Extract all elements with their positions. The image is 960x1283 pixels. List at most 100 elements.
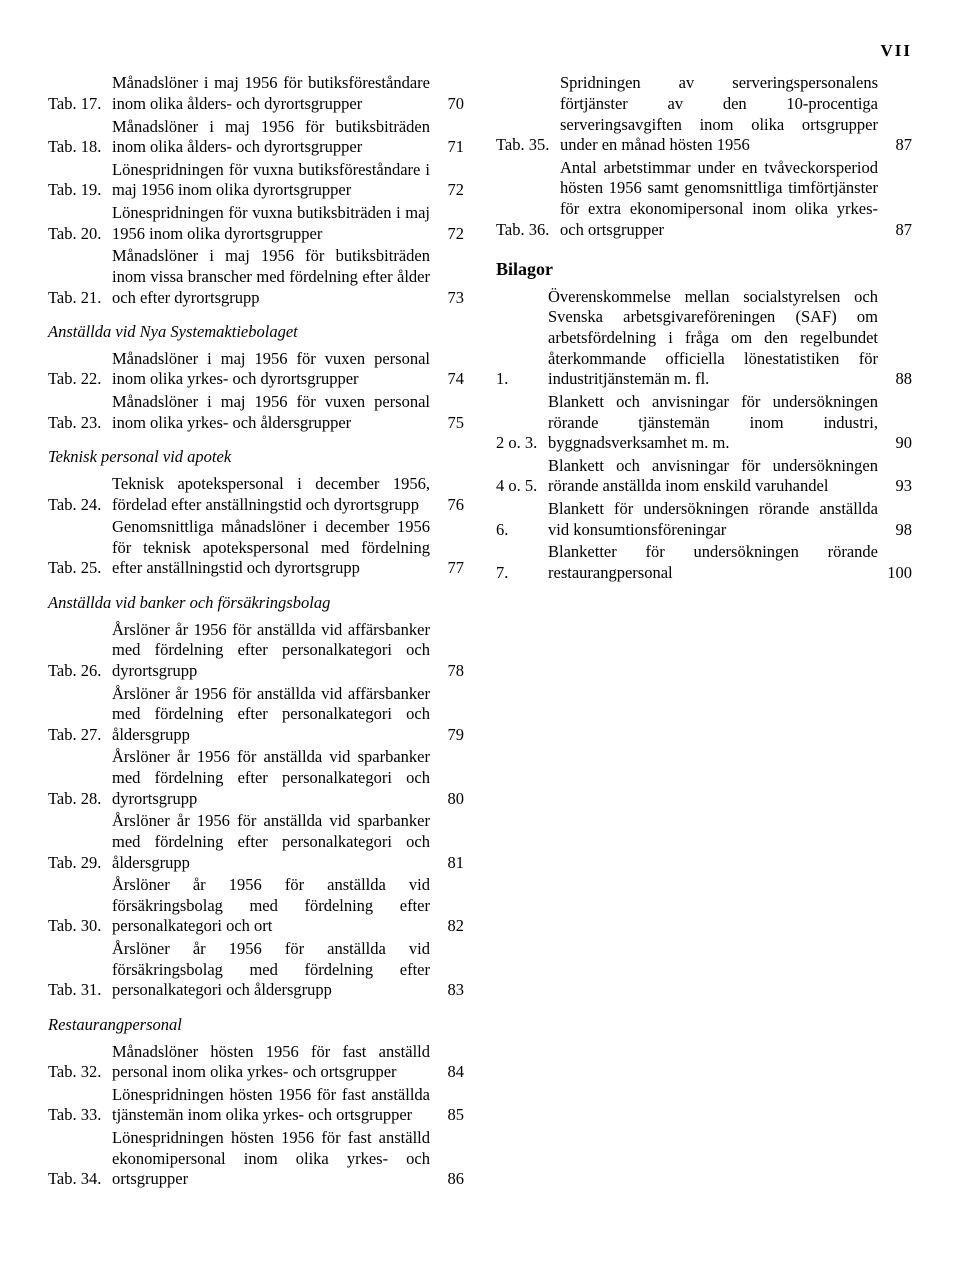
toc-entry: 6.Blankett för undersökningen rörande an… bbox=[496, 499, 912, 540]
section-heading: Anställda vid banker och försäkringsbola… bbox=[48, 593, 464, 614]
entry-description: Blanketter för undersökningen rörande re… bbox=[548, 542, 884, 583]
entry-page: 100 bbox=[884, 563, 912, 584]
toc-entry: Tab. 19.Lönespridningen för vuxna butiks… bbox=[48, 160, 464, 201]
entry-page: 71 bbox=[436, 137, 464, 158]
entry-description: Blankett och anvisningar för undersöknin… bbox=[548, 392, 884, 454]
entry-description: Månadslöner i maj 1956 för butiksförestå… bbox=[112, 73, 436, 114]
entry-page: 86 bbox=[436, 1169, 464, 1190]
toc-entry: Tab. 33.Lönespridningen hösten 1956 för … bbox=[48, 1085, 464, 1126]
entry-label: Tab. 25. bbox=[48, 558, 112, 579]
entry-description: Årslöner år 1956 för anställda vid sparb… bbox=[112, 811, 436, 873]
entry-description: Månadslöner i maj 1956 för vuxen persona… bbox=[112, 349, 436, 390]
toc-entry: Tab. 27.Årslöner år 1956 för anställda v… bbox=[48, 684, 464, 746]
entry-description: Månadslöner i maj 1956 för butiksbiträde… bbox=[112, 117, 436, 158]
entry-page: 73 bbox=[436, 288, 464, 309]
toc-columns: Tab. 17.Månadslöner i maj 1956 för butik… bbox=[48, 73, 912, 1243]
entry-label: Tab. 27. bbox=[48, 725, 112, 746]
entry-label: Tab. 32. bbox=[48, 1062, 112, 1083]
entry-description: Årslöner år 1956 för anställda vid försä… bbox=[112, 875, 436, 937]
toc-entry: 2 o. 3.Blankett och anvisningar för unde… bbox=[496, 392, 912, 454]
entry-description: Spridningen av serveringspersonalens för… bbox=[560, 73, 884, 156]
entry-label: Tab. 22. bbox=[48, 369, 112, 390]
entry-label: Tab. 35. bbox=[496, 135, 560, 156]
entry-description: Blankett och anvisningar för undersöknin… bbox=[548, 456, 884, 497]
entry-description: Lönespridningen hösten 1956 för fast ans… bbox=[112, 1128, 436, 1190]
toc-entry: Tab. 23.Månadslöner i maj 1956 för vuxen… bbox=[48, 392, 464, 433]
entry-label: Tab. 18. bbox=[48, 137, 112, 158]
toc-entry: Tab. 34.Lönespridningen hösten 1956 för … bbox=[48, 1128, 464, 1190]
entry-page: 90 bbox=[884, 433, 912, 454]
entry-description: Lönespridningen hösten 1956 för fast ans… bbox=[112, 1085, 436, 1126]
entry-description: Blankett för undersökningen rörande anst… bbox=[548, 499, 884, 540]
entry-description: Teknisk apotekspersonal i december 1956,… bbox=[112, 474, 436, 515]
entry-page: 80 bbox=[436, 789, 464, 810]
entry-description: Årslöner år 1956 för anställda vid affär… bbox=[112, 620, 436, 682]
entry-page: 78 bbox=[436, 661, 464, 682]
entry-label: Tab. 30. bbox=[48, 916, 112, 937]
entry-description: Genomsnittliga månadslöner i december 19… bbox=[112, 517, 436, 579]
toc-entry: Tab. 35.Spridningen av serveringspersona… bbox=[496, 73, 912, 156]
entry-label: Tab. 17. bbox=[48, 94, 112, 115]
toc-entry: Tab. 21.Månadslöner i maj 1956 för butik… bbox=[48, 246, 464, 308]
entry-label: Tab. 34. bbox=[48, 1169, 112, 1190]
section-heading: Teknisk personal vid apotek bbox=[48, 447, 464, 468]
entry-label: 1. bbox=[496, 369, 548, 390]
toc-entry: Tab. 36.Antal arbetstimmar under en tvåv… bbox=[496, 158, 912, 241]
entry-page: 82 bbox=[436, 916, 464, 937]
entry-page: 74 bbox=[436, 369, 464, 390]
toc-entry: Tab. 31.Årslöner år 1956 för anställda v… bbox=[48, 939, 464, 1001]
toc-entry: Tab. 32.Månadslöner hösten 1956 för fast… bbox=[48, 1042, 464, 1083]
toc-entry: 4 o. 5.Blankett och anvisningar för unde… bbox=[496, 456, 912, 497]
toc-entry: Tab. 24.Teknisk apotekspersonal i decemb… bbox=[48, 474, 464, 515]
entry-description: Antal arbetstimmar under en tvåveckorspe… bbox=[560, 158, 884, 241]
entry-description: Årslöner år 1956 för anställda vid försä… bbox=[112, 939, 436, 1001]
entry-page: 72 bbox=[436, 180, 464, 201]
entry-label: Tab. 20. bbox=[48, 224, 112, 245]
entry-page: 77 bbox=[436, 558, 464, 579]
entry-description: Årslöner år 1956 för anställda vid affär… bbox=[112, 684, 436, 746]
section-heading: Restaurangpersonal bbox=[48, 1015, 464, 1036]
entry-label: Tab. 31. bbox=[48, 980, 112, 1001]
toc-entry: Tab. 22.Månadslöner i maj 1956 för vuxen… bbox=[48, 349, 464, 390]
toc-entry: 1.Överenskommelse mellan socialstyrelsen… bbox=[496, 287, 912, 390]
entry-page: 87 bbox=[884, 135, 912, 156]
entry-label: Tab. 23. bbox=[48, 413, 112, 434]
entry-page: 98 bbox=[884, 520, 912, 541]
entry-page: 72 bbox=[436, 224, 464, 245]
entry-description: Månadslöner i maj 1956 för vuxen persona… bbox=[112, 392, 436, 433]
entry-label: 4 o. 5. bbox=[496, 476, 548, 497]
entry-description: Lönespridningen för vuxna butiksbiträden… bbox=[112, 203, 436, 244]
entry-page: 79 bbox=[436, 725, 464, 746]
entry-page: 75 bbox=[436, 413, 464, 434]
entry-page: 76 bbox=[436, 495, 464, 516]
entry-page: 70 bbox=[436, 94, 464, 115]
toc-entry: Tab. 30.Årslöner år 1956 för anställda v… bbox=[48, 875, 464, 937]
entry-label: Tab. 26. bbox=[48, 661, 112, 682]
entry-page: 83 bbox=[436, 980, 464, 1001]
entry-description: Lönespridningen för vuxna butiksförestån… bbox=[112, 160, 436, 201]
toc-entry: 7.Blanketter för undersökningen rörande … bbox=[496, 542, 912, 583]
entry-label: 2 o. 3. bbox=[496, 433, 548, 454]
entry-page: 93 bbox=[884, 476, 912, 497]
toc-entry: Tab. 17.Månadslöner i maj 1956 för butik… bbox=[48, 73, 464, 114]
toc-entry: Tab. 28.Årslöner år 1956 för anställda v… bbox=[48, 747, 464, 809]
entry-label: Tab. 33. bbox=[48, 1105, 112, 1126]
entry-description: Överenskommelse mellan socialstyrelsen o… bbox=[548, 287, 884, 390]
toc-entry: Tab. 20.Lönespridningen för vuxna butiks… bbox=[48, 203, 464, 244]
entry-page: 85 bbox=[436, 1105, 464, 1126]
page-number: VII bbox=[48, 40, 912, 61]
entry-label: Tab. 24. bbox=[48, 495, 112, 516]
entry-page: 84 bbox=[436, 1062, 464, 1083]
toc-entry: Tab. 29.Årslöner år 1956 för anställda v… bbox=[48, 811, 464, 873]
entry-description: Månadslöner i maj 1956 för butiksbiträde… bbox=[112, 246, 436, 308]
entry-label: 6. bbox=[496, 520, 548, 541]
section-heading: Anställda vid Nya Systemaktiebolaget bbox=[48, 322, 464, 343]
entry-page: 87 bbox=[884, 220, 912, 241]
entry-description: Årslöner år 1956 för anställda vid sparb… bbox=[112, 747, 436, 809]
entry-label: Tab. 21. bbox=[48, 288, 112, 309]
toc-entry: Tab. 25.Genomsnittliga månadslöner i dec… bbox=[48, 517, 464, 579]
toc-entry: Tab. 18.Månadslöner i maj 1956 för butik… bbox=[48, 117, 464, 158]
section-heading: Bilagor bbox=[496, 258, 912, 281]
entry-label: 7. bbox=[496, 563, 548, 584]
entry-description: Månadslöner hösten 1956 för fast anställ… bbox=[112, 1042, 436, 1083]
